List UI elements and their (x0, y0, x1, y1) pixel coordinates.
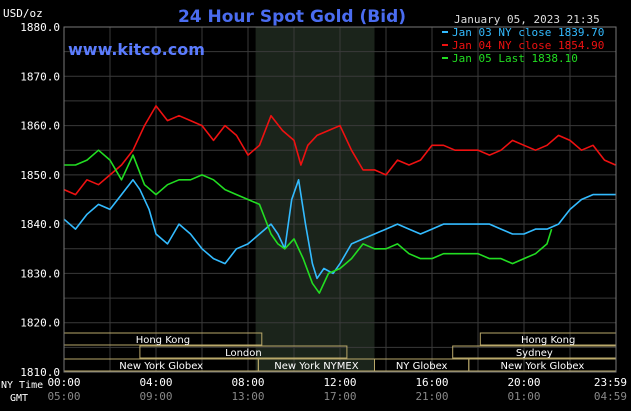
ny-time-row-label: NY Time (1, 380, 43, 391)
y-tick-label: 1870.0 (20, 70, 60, 83)
y-tick-label: 1820.0 (20, 317, 60, 330)
x-tick-label-gmt: 21:00 (415, 390, 448, 403)
price-series (63, 105, 616, 294)
session-label: NY Globex (396, 361, 448, 372)
x-tick-label-ny: 12:00 (323, 376, 356, 389)
legend-entry: Jan 03 NY close 1839.70 (452, 26, 604, 39)
y-tick-label: 1840.0 (20, 218, 60, 231)
kitco-watermark: www.kitco.com (68, 40, 205, 59)
y-tick-label: 1850.0 (20, 169, 60, 182)
session-label: Sydney (516, 348, 553, 359)
y-tick-label: 1860.0 (20, 120, 60, 133)
x-tick-label-ny: 23:59 (594, 376, 627, 389)
series-line-jan-05 (64, 149, 553, 294)
session-label: London (225, 348, 262, 359)
series-line-jan-03 (63, 179, 616, 280)
series-line-jan-04 (63, 105, 616, 196)
legend-entry: Jan 05 Last 1838.10 (452, 52, 578, 65)
plot-border (63, 26, 617, 373)
y-tick-label: 1810.0 (20, 366, 60, 379)
gmt-row-label: GMT (10, 393, 28, 404)
x-tick-label-ny: 08:00 (231, 376, 264, 389)
y-tick-label: 1880.0 (20, 21, 60, 34)
x-tick-label-ny: 04:00 (139, 376, 172, 389)
x-tick-label-gmt: 05:00 (47, 390, 80, 403)
session-label: New York Globex (119, 361, 203, 372)
session-label: Hong Kong (136, 335, 190, 346)
x-tick-label-gmt: 13:00 (231, 390, 264, 403)
legend-entry: Jan 04 NY close 1854.90 (452, 39, 604, 52)
y-tick-label: 1830.0 (20, 267, 60, 280)
chart-grid (63, 26, 617, 373)
timestamp: January 05, 2023 21:35 (454, 13, 600, 26)
session-label: New York Globex (500, 361, 584, 372)
x-tick-label-gmt: 01:00 (507, 390, 540, 403)
y-axis: 1880.0 1870.0 1860.0 1850.0 1840.0 1830.0 1820… (20, 21, 60, 379)
x-tick-label-gmt: 17:00 (323, 390, 356, 403)
unit-label: USD/oz (3, 7, 43, 20)
session-label: New York NYMEX (274, 361, 359, 372)
x-tick-label-ny: 00:00 (47, 376, 80, 389)
chart-title: 24 Hour Spot Gold (Bid) (178, 7, 406, 27)
x-tick-label-ny: 16:00 (415, 376, 448, 389)
x-tick-label-gmt: 04:59 (594, 390, 627, 403)
x-tick-label-gmt: 09:00 (139, 390, 172, 403)
session-box (139, 345, 348, 359)
x-tick-label-ny: 20:00 (507, 376, 540, 389)
session-label: Hong Kong (521, 335, 575, 346)
